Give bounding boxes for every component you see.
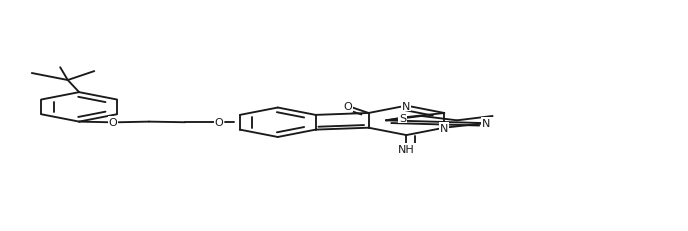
- Text: O: O: [109, 118, 118, 128]
- Text: N: N: [440, 123, 449, 133]
- Text: O: O: [215, 118, 224, 128]
- Text: O: O: [343, 101, 352, 112]
- Text: NH: NH: [398, 144, 415, 154]
- Text: S: S: [399, 113, 407, 123]
- Text: N: N: [402, 101, 411, 111]
- Text: N: N: [482, 119, 490, 129]
